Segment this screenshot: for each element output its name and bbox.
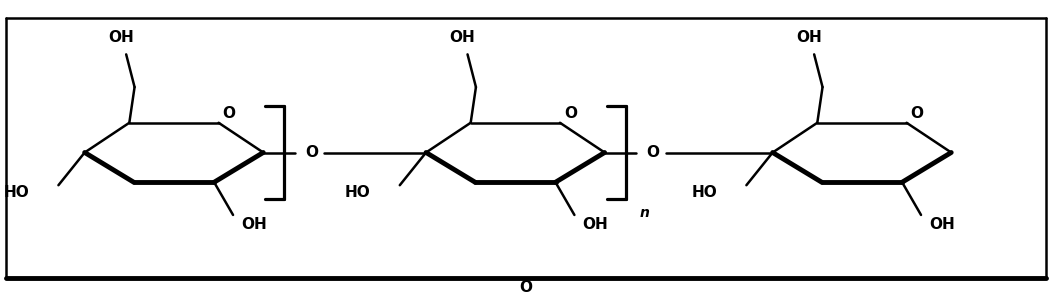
Text: O: O	[910, 106, 924, 121]
Text: OH: OH	[582, 217, 609, 231]
Text: HO: HO	[345, 185, 371, 200]
Text: OH: OH	[796, 30, 822, 45]
Text: OH: OH	[929, 217, 955, 231]
Text: O: O	[646, 145, 659, 160]
Text: OH: OH	[241, 217, 267, 231]
Text: n: n	[640, 206, 650, 220]
Text: O: O	[519, 280, 532, 295]
Text: O: O	[564, 106, 577, 121]
Text: HO: HO	[692, 185, 717, 200]
Text: OH: OH	[450, 30, 475, 45]
Text: O: O	[223, 106, 235, 121]
Text: HO: HO	[3, 185, 29, 200]
Text: OH: OH	[108, 30, 133, 45]
Text: O: O	[305, 145, 318, 160]
